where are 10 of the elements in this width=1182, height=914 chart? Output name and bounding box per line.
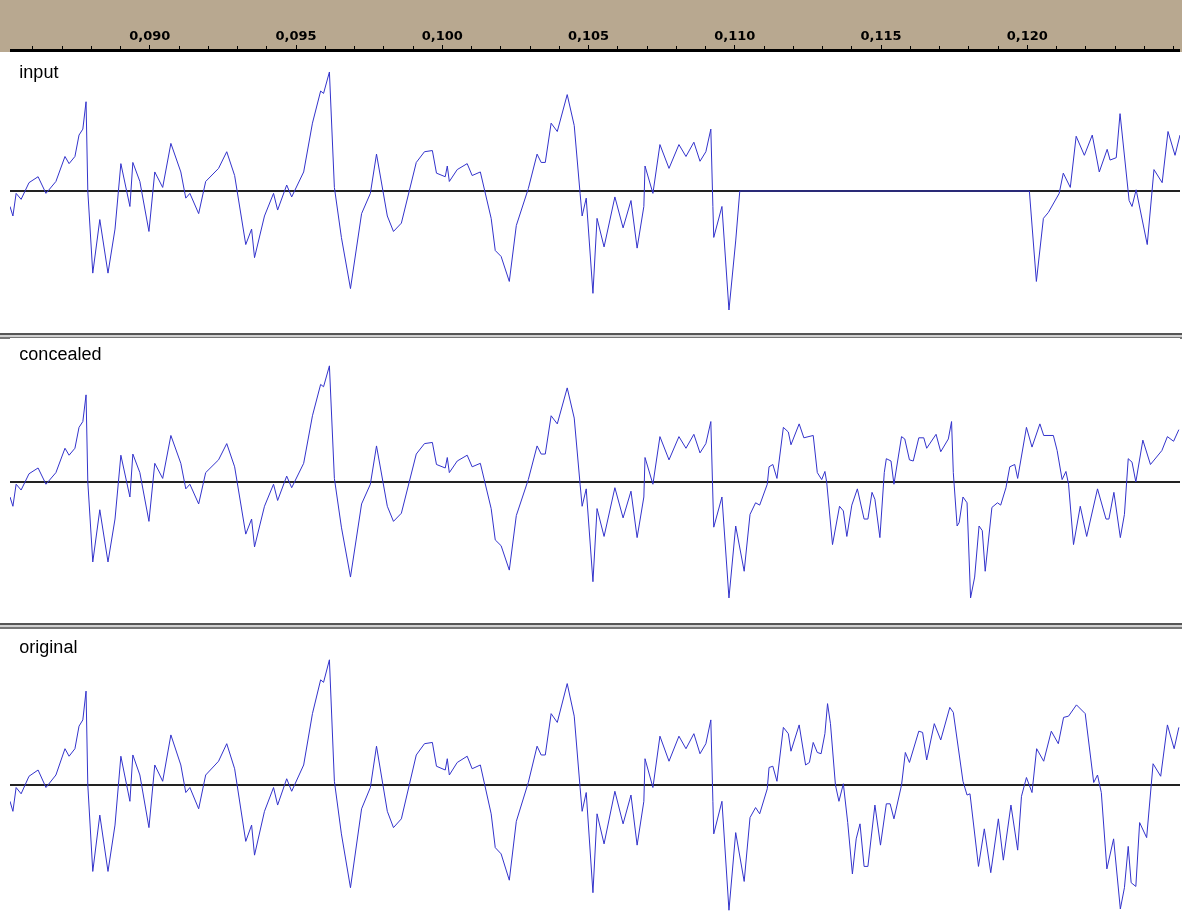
x-tick-label: 0,120: [1006, 27, 1048, 43]
x-tick-label: 0,095: [275, 27, 317, 43]
chart-title: input: [19, 62, 59, 83]
x-tick-label: 0,090: [129, 27, 171, 43]
chart-title: concealed: [19, 344, 102, 365]
x-tick-label: 0,115: [860, 27, 902, 43]
chart-title: original: [19, 636, 78, 657]
x-tick-label: 0,100: [421, 27, 463, 43]
x-tick-label: 0,110: [714, 27, 756, 43]
x-tick-label: 0,105: [568, 27, 610, 43]
